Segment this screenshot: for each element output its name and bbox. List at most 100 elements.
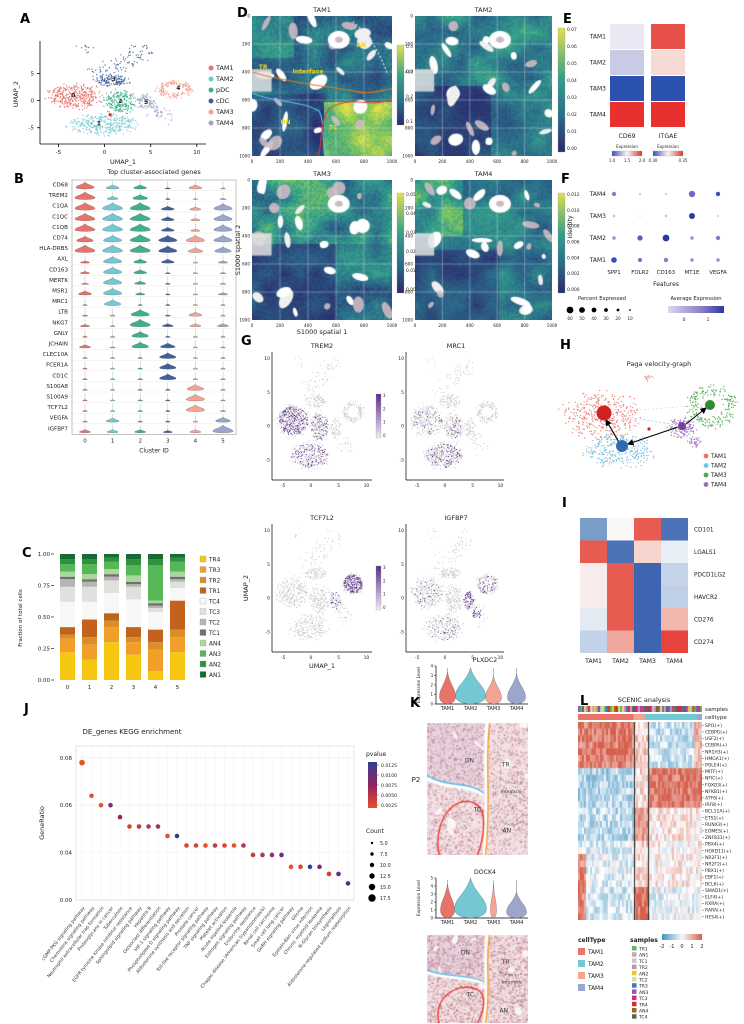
bar-segment xyxy=(60,571,75,577)
scatter-dot xyxy=(124,77,126,79)
colorbar-tick: 0.004 xyxy=(567,255,580,261)
scatter-dot xyxy=(346,412,348,414)
panel-label-i: I xyxy=(562,496,567,511)
scatter-dot xyxy=(90,96,92,98)
violin-shape xyxy=(186,235,205,243)
feature-dot xyxy=(288,420,290,422)
scatter-dot xyxy=(436,462,439,465)
feature-dot xyxy=(296,426,299,428)
feature-dot xyxy=(307,463,309,465)
heatmap-cell xyxy=(610,50,644,75)
scatter-dot xyxy=(444,448,446,450)
scatter-dot xyxy=(117,102,119,104)
scatter-dot xyxy=(468,425,470,427)
feature-dot xyxy=(321,421,323,423)
scatter-dot xyxy=(441,395,443,397)
feature-dot xyxy=(324,431,327,433)
dot xyxy=(663,257,669,263)
scatter-dot xyxy=(120,111,122,113)
scatter-dot xyxy=(467,364,469,366)
scatter-dot xyxy=(349,400,351,402)
scatter-dot xyxy=(121,119,123,121)
legend-pct-label: 60 xyxy=(567,316,573,321)
scatter-dot xyxy=(73,92,76,94)
scatter-dot xyxy=(123,103,125,105)
legend-tick: 1.0 xyxy=(609,158,616,163)
cluster-number-label: 1 xyxy=(97,121,101,128)
scatter-dot xyxy=(161,111,164,113)
scatter-dot xyxy=(309,464,311,466)
violin-shape xyxy=(159,363,177,370)
scatter-dot xyxy=(353,417,356,420)
scatter-dot xyxy=(58,89,60,91)
scatter-dot xyxy=(124,121,126,123)
scatter-dot xyxy=(482,417,484,419)
feature-dot xyxy=(282,419,284,421)
scatter-dot xyxy=(67,97,69,100)
scatter-dot xyxy=(170,83,173,85)
feature-dot xyxy=(287,413,289,415)
feature-dot xyxy=(297,431,299,433)
scatter-dot xyxy=(323,426,325,428)
y-tick-label: 800 xyxy=(405,126,413,131)
scatter-dot xyxy=(155,90,157,92)
scatter-dot xyxy=(171,116,173,118)
scatter-dot xyxy=(145,96,147,98)
scatter-dot xyxy=(322,379,324,381)
scatter-dot xyxy=(443,398,445,400)
feature-dot xyxy=(294,414,296,416)
scatter-dot xyxy=(138,57,141,59)
scatter-dot xyxy=(106,102,108,105)
scatter-dot xyxy=(454,405,456,407)
scatter-dot xyxy=(185,89,187,91)
violin-shape xyxy=(213,203,233,211)
feature-dot xyxy=(287,430,289,432)
scatter-dot xyxy=(466,434,468,436)
scatter-dot xyxy=(101,81,103,83)
feature-dot xyxy=(290,410,292,412)
x-tick-label: 600 xyxy=(493,159,501,164)
scatter-dot xyxy=(337,417,339,419)
violin-shape xyxy=(186,404,205,412)
scatter-dot xyxy=(190,89,192,91)
violin-shape xyxy=(188,184,203,190)
scatter-dot xyxy=(70,96,73,98)
scatter-dot xyxy=(450,436,452,438)
scatter-dot xyxy=(360,416,362,418)
cluster-tick-label: 0 xyxy=(83,438,87,444)
scatter-dot xyxy=(300,358,302,360)
bar-segment xyxy=(126,554,141,560)
scatter-dot xyxy=(451,451,453,453)
violin-shape xyxy=(137,303,143,306)
scatter-dot xyxy=(85,95,87,97)
feature-dot xyxy=(297,412,299,415)
scatter-dot xyxy=(119,104,121,106)
scatter-dot xyxy=(74,98,76,100)
dot xyxy=(612,236,616,240)
feature-dot xyxy=(298,414,300,417)
violin-shape xyxy=(165,197,171,200)
feature-dot xyxy=(285,411,287,413)
scatter-dot xyxy=(307,397,310,399)
scatter-dot xyxy=(320,398,323,400)
scatter-dot xyxy=(82,85,85,87)
scatter-dot xyxy=(292,417,294,419)
y-tick-label: -5 xyxy=(400,457,405,463)
scatter-dot xyxy=(458,432,460,434)
feature-dot xyxy=(319,458,321,460)
gene-label: HLA-DRB5 xyxy=(39,246,68,252)
feature-dot xyxy=(325,429,327,432)
scatter-dot xyxy=(308,453,310,455)
legend-swatch xyxy=(199,608,207,615)
legend-gradient xyxy=(611,150,643,157)
col-label: MT1E xyxy=(685,270,700,276)
scatter-dot xyxy=(105,74,107,76)
scatter-dot xyxy=(478,411,480,413)
feature-dot xyxy=(306,458,308,460)
scatter-dot xyxy=(450,404,452,406)
scatter-dot xyxy=(316,396,318,398)
scatter-dot xyxy=(64,97,67,99)
scatter-dot xyxy=(454,381,456,383)
feature-dot xyxy=(288,426,290,429)
colorbar xyxy=(396,44,405,126)
